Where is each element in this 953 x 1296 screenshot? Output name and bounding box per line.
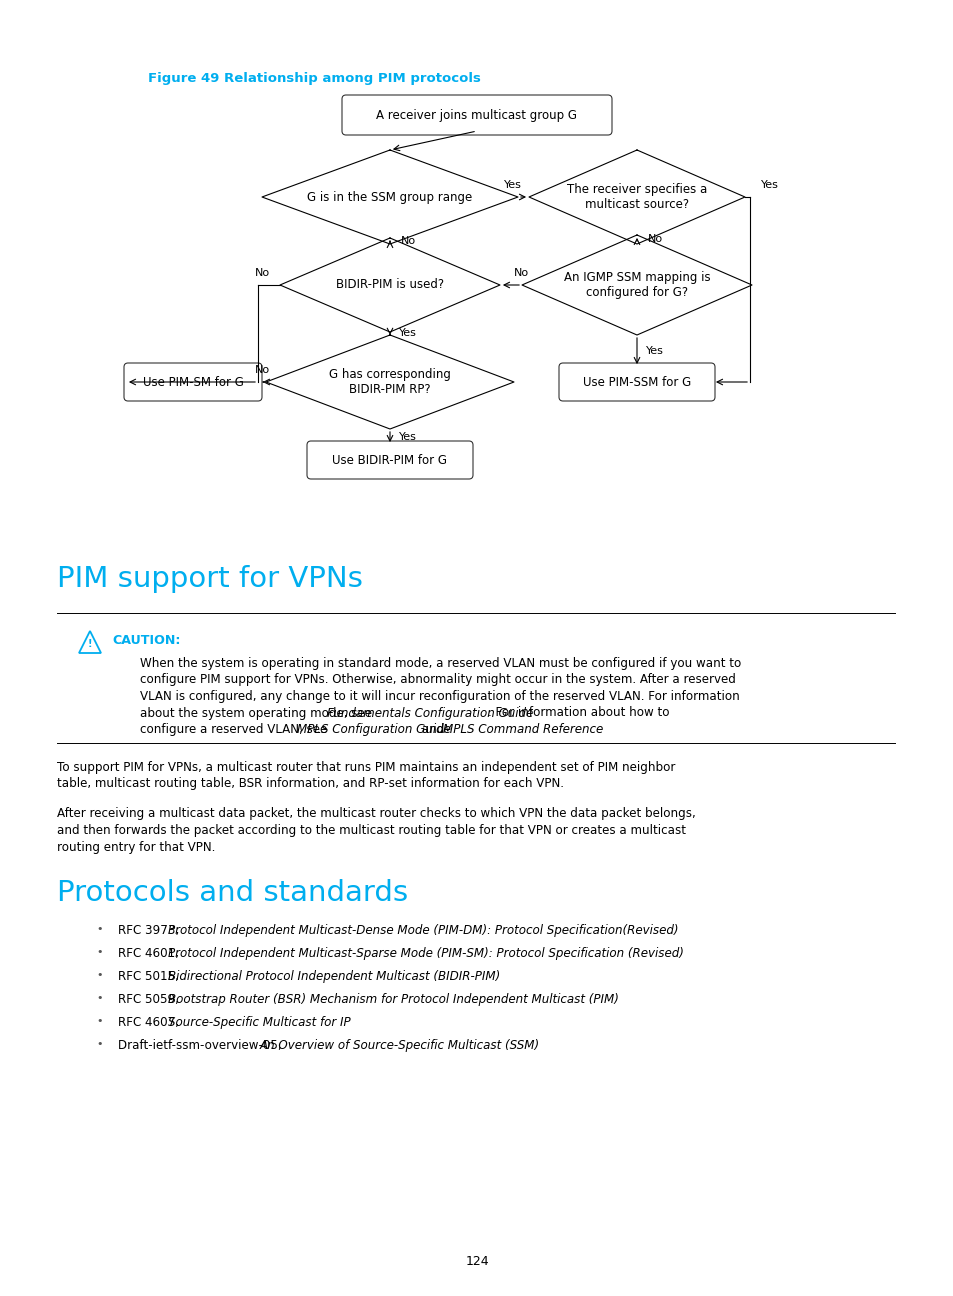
Polygon shape — [280, 238, 499, 332]
Text: about the system operating mode, see: about the system operating mode, see — [140, 706, 375, 719]
Text: An Overview of Source-Specific Multicast (SSM): An Overview of Source-Specific Multicast… — [259, 1039, 539, 1052]
Text: !: ! — [88, 639, 92, 649]
Text: Figure 49 Relationship among PIM protocols: Figure 49 Relationship among PIM protoco… — [148, 73, 480, 86]
Text: table, multicast routing table, BSR information, and RP-set information for each: table, multicast routing table, BSR info… — [57, 778, 563, 791]
Text: and then forwards the packet according to the multicast routing table for that V: and then forwards the packet according t… — [57, 824, 685, 837]
Polygon shape — [262, 150, 517, 244]
Polygon shape — [521, 235, 751, 334]
Text: about the system operating mode, see: about the system operating mode, see — [140, 706, 375, 719]
Text: A receiver joins multicast group G: A receiver joins multicast group G — [376, 109, 577, 122]
Text: Yes: Yes — [398, 328, 416, 338]
Text: After receiving a multicast data packet, the multicast router checks to which VP: After receiving a multicast data packet,… — [57, 807, 695, 820]
FancyBboxPatch shape — [558, 363, 714, 400]
Text: and: and — [417, 723, 447, 736]
Text: Bidirectional Protocol Independent Multicast (BIDIR-PIM): Bidirectional Protocol Independent Multi… — [169, 969, 500, 982]
Text: Use BIDIR-PIM for G: Use BIDIR-PIM for G — [333, 454, 447, 467]
Text: •: • — [96, 969, 103, 980]
Text: PIM support for VPNs: PIM support for VPNs — [57, 565, 362, 594]
Polygon shape — [529, 150, 744, 244]
Text: CAUTION:: CAUTION: — [112, 634, 180, 647]
Text: An IGMP SSM mapping is
configured for G?: An IGMP SSM mapping is configured for G? — [563, 271, 710, 299]
Text: Yes: Yes — [760, 180, 778, 191]
Text: Yes: Yes — [645, 346, 663, 356]
Text: .: . — [554, 723, 558, 736]
Text: No: No — [647, 235, 662, 244]
Text: No: No — [400, 236, 416, 246]
Text: RFC 4601,: RFC 4601, — [118, 947, 183, 960]
Text: RFC 5015,: RFC 5015, — [118, 969, 182, 982]
Text: No: No — [254, 268, 270, 279]
Text: Fundamentals Configuration Guide: Fundamentals Configuration Guide — [327, 706, 533, 719]
Text: No: No — [513, 268, 528, 279]
Text: Protocols and standards: Protocols and standards — [57, 879, 408, 907]
Text: Protocol Independent Multicast-Sparse Mode (PIM-SM): Protocol Specification (Rev: Protocol Independent Multicast-Sparse Mo… — [169, 947, 683, 960]
Text: Draft-ietf-ssm-overview-05,: Draft-ietf-ssm-overview-05, — [118, 1039, 285, 1052]
Text: Protocol Independent Multicast-Dense Mode (PIM-DM): Protocol Specification(Revis: Protocol Independent Multicast-Dense Mod… — [169, 924, 679, 937]
Text: 124: 124 — [465, 1255, 488, 1267]
Text: Yes: Yes — [398, 432, 416, 442]
Text: •: • — [96, 1039, 103, 1048]
Text: . For information about how to: . For information about how to — [488, 706, 669, 719]
FancyBboxPatch shape — [307, 441, 473, 480]
Text: When the system is operating in standard mode, a reserved VLAN must be configure: When the system is operating in standard… — [140, 657, 740, 670]
Text: Source-Specific Multicast for IP: Source-Specific Multicast for IP — [169, 1016, 351, 1029]
Text: •: • — [96, 993, 103, 1003]
Text: G is in the SSM group range: G is in the SSM group range — [307, 191, 472, 203]
Text: To support PIM for VPNs, a multicast router that runs PIM maintains an independe: To support PIM for VPNs, a multicast rou… — [57, 761, 675, 774]
Text: •: • — [96, 1016, 103, 1026]
Text: configure PIM support for VPNs. Otherwise, abnormality might occur in the system: configure PIM support for VPNs. Otherwis… — [140, 674, 735, 687]
Text: RFC 5059,: RFC 5059, — [118, 993, 182, 1006]
FancyBboxPatch shape — [341, 95, 612, 135]
Text: MPLS Command Reference: MPLS Command Reference — [442, 723, 602, 736]
Text: BIDIR-PIM is used?: BIDIR-PIM is used? — [335, 279, 443, 292]
Polygon shape — [266, 334, 514, 429]
Text: Yes: Yes — [503, 180, 521, 191]
Text: MPLS Configuration Guide: MPLS Configuration Guide — [296, 723, 450, 736]
Text: routing entry for that VPN.: routing entry for that VPN. — [57, 841, 215, 854]
Text: VLAN is configured, any change to it will incur reconfiguration of the reserved : VLAN is configured, any change to it wil… — [140, 689, 739, 702]
Text: No: No — [254, 365, 270, 375]
Text: •: • — [96, 947, 103, 956]
Text: RFC 3973,: RFC 3973, — [118, 924, 183, 937]
Text: Bootstrap Router (BSR) Mechanism for Protocol Independent Multicast (PIM): Bootstrap Router (BSR) Mechanism for Pro… — [169, 993, 618, 1006]
Text: The receiver specifies a
multicast source?: The receiver specifies a multicast sourc… — [566, 183, 706, 211]
Text: •: • — [96, 924, 103, 934]
Text: RFC 4607,: RFC 4607, — [118, 1016, 183, 1029]
Text: Use PIM-SM for G: Use PIM-SM for G — [142, 376, 243, 389]
Text: configure a reserved VLAN, see: configure a reserved VLAN, see — [140, 723, 331, 736]
FancyBboxPatch shape — [124, 363, 262, 400]
Text: G has corresponding
BIDIR-PIM RP?: G has corresponding BIDIR-PIM RP? — [329, 368, 451, 397]
Text: Use PIM-SSM for G: Use PIM-SSM for G — [582, 376, 690, 389]
